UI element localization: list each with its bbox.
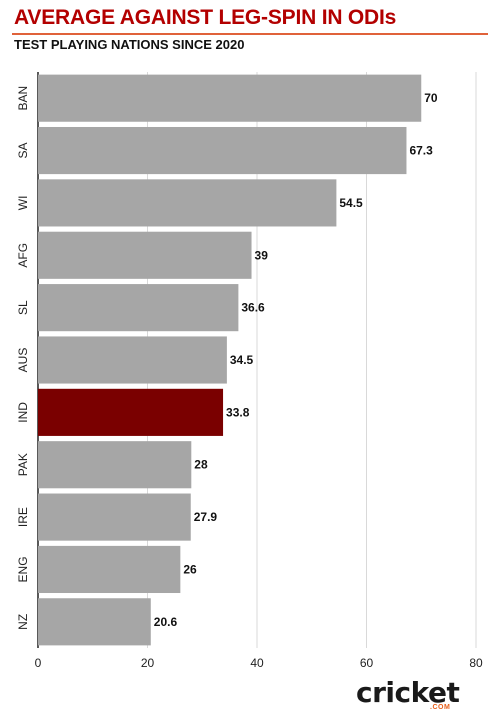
- data-label: 70: [424, 91, 438, 105]
- data-label: 39: [255, 248, 269, 262]
- category-label: IND: [16, 402, 30, 423]
- logo-wordmark: cricket: [356, 676, 460, 709]
- bar-aus: [38, 336, 227, 384]
- category-label: NZ: [16, 614, 30, 630]
- data-label: 26: [183, 562, 197, 576]
- x-tick-label: 80: [469, 656, 483, 670]
- cricket-com-logo: cricket .COM: [356, 676, 476, 716]
- x-tick-label: 20: [141, 656, 155, 670]
- category-label: SA: [16, 143, 30, 159]
- category-label: WI: [16, 196, 30, 211]
- data-label: 20.6: [154, 615, 178, 629]
- category-label: PAK: [16, 453, 30, 476]
- bar-wi: [38, 179, 337, 227]
- data-label: 67.3: [409, 144, 433, 158]
- chart-title: AVERAGE AGAINST LEG-SPIN IN ODIs: [14, 6, 397, 29]
- data-label: 34.5: [230, 353, 254, 367]
- chart-subtitle: TEST PLAYING NATIONS SINCE 2020: [14, 37, 245, 52]
- x-tick-label: 60: [360, 656, 374, 670]
- bar-ire: [38, 493, 191, 541]
- data-label: 36.6: [241, 301, 265, 315]
- bar-ban: [38, 74, 422, 122]
- bar-afg: [38, 231, 252, 279]
- category-label: SL: [16, 300, 30, 315]
- bar-eng: [38, 545, 181, 594]
- bar-sl: [38, 284, 239, 332]
- category-label: AUS: [16, 348, 30, 373]
- logo-domain: .COM: [430, 704, 451, 711]
- category-label: AFG: [16, 243, 30, 268]
- bar-sa: [38, 126, 407, 175]
- x-tick-label: 40: [250, 656, 264, 670]
- title-divider: [12, 33, 488, 35]
- bar-nz: [38, 598, 151, 646]
- bar-pak: [38, 441, 192, 489]
- data-label: 27.9: [194, 510, 218, 524]
- data-label: 54.5: [339, 196, 363, 210]
- bar-ind: [38, 388, 224, 436]
- data-label: 28: [194, 458, 208, 472]
- category-label: ENG: [16, 556, 30, 582]
- category-label: BAN: [16, 86, 30, 111]
- category-label: IRE: [16, 507, 30, 527]
- data-label: 33.8: [226, 405, 250, 419]
- x-tick-label: 0: [35, 656, 42, 670]
